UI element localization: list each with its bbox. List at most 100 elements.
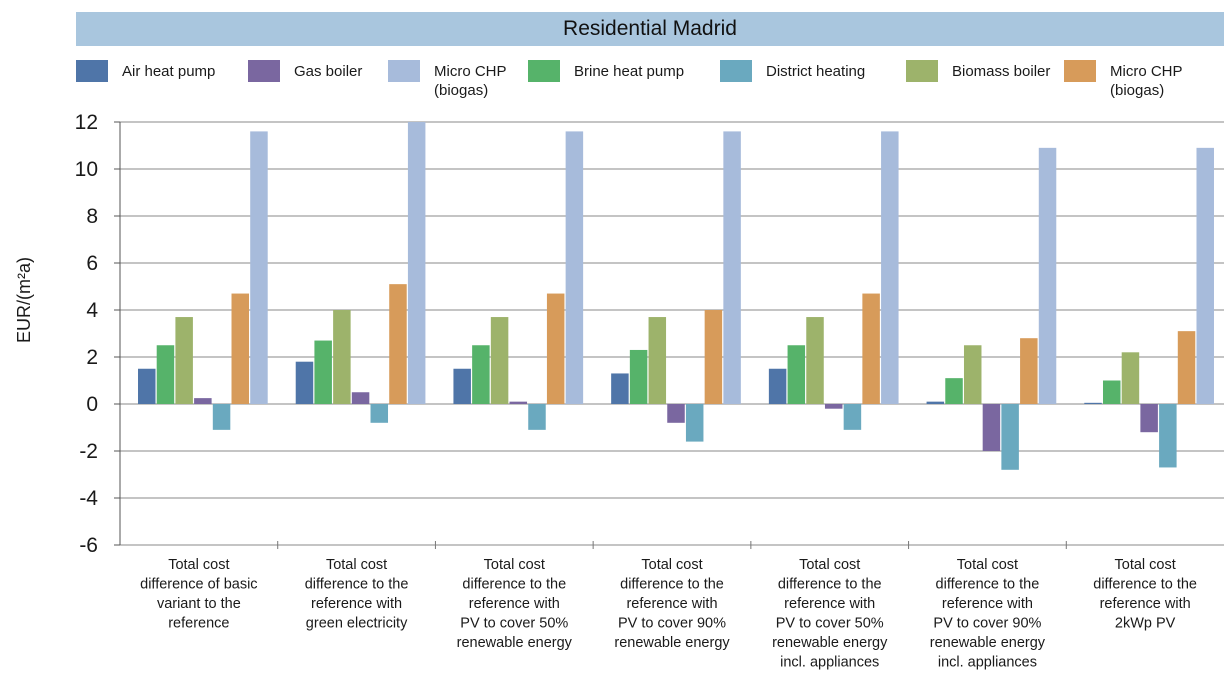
- chart-title: Residential Madrid: [563, 17, 737, 40]
- bar: [333, 310, 351, 404]
- x-tick-label: renewable energy: [614, 635, 730, 651]
- legend-swatch: [1064, 60, 1096, 82]
- x-tick-label: difference to the: [305, 577, 409, 593]
- bar: [926, 401, 945, 404]
- x-tick-label: 2kWp PV: [1115, 616, 1176, 632]
- x-tick-label: Total cost: [957, 557, 1018, 573]
- y-tick-label: 2: [86, 346, 98, 369]
- x-tick-label: renewable energy: [457, 635, 573, 651]
- bar: [156, 345, 175, 404]
- bar: [472, 345, 490, 404]
- bar: [1020, 338, 1038, 404]
- legend-swatch: [906, 60, 938, 82]
- bar: [389, 284, 407, 404]
- bar: [453, 368, 471, 404]
- x-tick-label: green electricity: [306, 616, 408, 632]
- x-tick-label: variant to the: [157, 596, 241, 612]
- x-tick-label: Total cost: [168, 557, 229, 573]
- bar: [1001, 404, 1019, 470]
- bar: [806, 317, 824, 404]
- bar: [138, 368, 156, 404]
- bar: [768, 368, 787, 404]
- bar: [407, 122, 426, 404]
- legend-label: Micro CHP (biogas): [1110, 63, 1183, 99]
- legend-label: Biomass boiler: [952, 63, 1051, 80]
- legend-label: Brine heat pump: [574, 63, 685, 80]
- y-tick-label: 8: [86, 205, 98, 228]
- bar: [175, 317, 193, 404]
- bar: [351, 392, 370, 404]
- y-tick-label: 12: [75, 111, 98, 134]
- bar: [295, 361, 314, 404]
- y-tick-label: 4: [86, 299, 98, 322]
- legend-item-micro-chp-biogas-1: Micro CHP (biogas): [388, 60, 507, 100]
- x-tick-label: difference to the: [620, 577, 724, 593]
- legend-item-brine-heat-pump: Brine heat pump: [528, 60, 684, 82]
- bar: [629, 349, 648, 404]
- y-tick-label: -2: [79, 440, 98, 463]
- x-tick-label: incl. appliances: [938, 655, 1037, 671]
- bar: [685, 404, 704, 442]
- y-tick-label: -4: [79, 487, 98, 510]
- y-tick-label: 6: [86, 252, 98, 275]
- y-tick-label: 0: [86, 393, 98, 416]
- chart-title-bar: Residential Madrid: [76, 12, 1224, 46]
- bar: [667, 404, 685, 423]
- x-tick-label: PV to cover 50%: [460, 616, 568, 632]
- x-tick-label: Total cost: [1115, 557, 1176, 573]
- legend-swatch: [248, 60, 280, 82]
- y-tick-label: 10: [75, 158, 98, 181]
- bar: [881, 131, 899, 404]
- y-axis-label: EUR/(m²a): [14, 257, 34, 343]
- legend-label: Air heat pump: [122, 63, 216, 80]
- bar: [982, 404, 1001, 451]
- bar: [611, 373, 629, 404]
- legend-label: Gas boiler: [294, 63, 363, 80]
- bar: [1196, 147, 1214, 404]
- bar: [843, 404, 862, 430]
- bar: [565, 131, 584, 404]
- x-tick-label: reference with: [469, 596, 560, 612]
- bar: [546, 293, 565, 404]
- x-tick-label: renewable energy: [772, 635, 888, 651]
- bar: [509, 401, 528, 404]
- bar: [723, 131, 741, 404]
- bar: [963, 345, 982, 404]
- bar: [1159, 404, 1177, 468]
- x-tick-label: difference to the: [936, 577, 1040, 593]
- x-tick-label: difference to the: [462, 577, 566, 593]
- legend-swatch: [720, 60, 752, 82]
- legend-item-gas-boiler: Gas boiler: [248, 60, 362, 82]
- legend-swatch: [76, 60, 108, 82]
- bar: [704, 310, 723, 404]
- x-tick-label: Total cost: [484, 557, 545, 573]
- bar: [370, 404, 389, 423]
- bar: [1102, 380, 1121, 404]
- bar: [1084, 402, 1102, 404]
- x-tick-label: difference of basic: [140, 577, 257, 593]
- y-tick-label: -6: [79, 534, 98, 557]
- x-tick-label: reference with: [626, 596, 717, 612]
- legend-item-district-heating: District heating: [720, 60, 865, 82]
- x-tick-label: incl. appliances: [780, 655, 879, 671]
- bar: [194, 398, 212, 404]
- bar: [862, 293, 880, 404]
- bar: [824, 404, 843, 409]
- bar: [231, 293, 250, 404]
- bar: [1038, 147, 1057, 404]
- x-tick-label: reference: [168, 616, 229, 632]
- x-tick-label: PV to cover 50%: [776, 616, 884, 632]
- x-tick-label: reference with: [311, 596, 402, 612]
- legend: Air heat pump Gas boiler Micro CHP (biog…: [76, 60, 1224, 120]
- bar: [787, 345, 806, 404]
- bar: [1177, 331, 1196, 404]
- x-tick-label: Total cost: [326, 557, 387, 573]
- bar: [648, 317, 667, 404]
- legend-item-air-heat-pump: Air heat pump: [76, 60, 215, 82]
- bar: [250, 131, 268, 404]
- x-tick-label: difference to the: [778, 577, 882, 593]
- bar: [1140, 404, 1158, 433]
- legend-swatch: [528, 60, 560, 82]
- x-tick-label: Total cost: [641, 557, 702, 573]
